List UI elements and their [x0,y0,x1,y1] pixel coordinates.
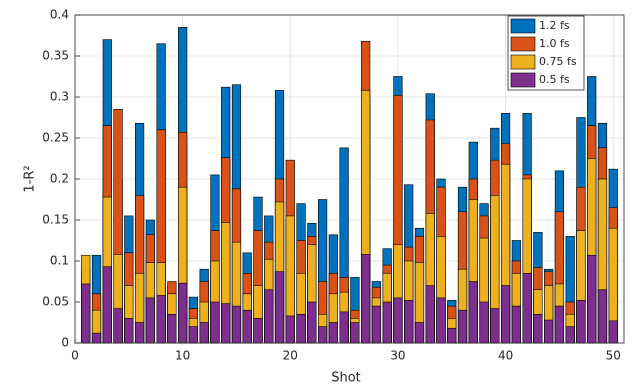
y-tick-label: 0.3 [50,90,69,104]
bar [608,320,618,344]
bar [307,301,317,344]
x-tick-label: 50 [606,349,621,363]
bar [210,301,220,344]
bar [328,322,338,344]
bar [361,254,371,344]
bar [479,301,489,344]
legend-swatch [510,72,536,88]
bar [382,301,392,344]
x-tick-label: 10 [175,349,190,363]
bar [500,285,511,344]
bar [145,297,155,344]
bar [576,300,586,344]
bar [156,295,166,344]
bar [597,289,608,344]
bar [102,266,112,344]
bar [414,322,425,344]
bar [167,313,177,344]
bar [178,282,188,344]
y-tick-label: 0.05 [42,295,69,309]
bar [81,283,91,344]
y-tick-label: 0.15 [42,213,69,227]
bar [221,303,231,344]
bar [404,300,414,344]
bar [393,297,403,344]
bar [124,318,134,344]
bar [447,327,457,344]
bar [285,315,295,344]
bar [533,313,543,344]
x-tick-label: 30 [390,349,405,363]
bar [565,326,575,344]
y-axis-label: 1-R² [23,165,38,192]
legend-label: 0.75 fs [539,55,577,68]
bar [231,305,242,344]
x-tick-label: 20 [283,349,298,363]
axes-box [74,14,625,344]
bar [296,313,306,344]
legend-swatch [510,54,536,70]
bar [188,326,199,344]
legend: 1.2 fs 1.0 fs 0.75 fs 0.5 fs [507,15,585,91]
bar [425,285,435,344]
bar [274,271,285,344]
y-tick-label: 0.25 [42,131,69,145]
bar [490,308,500,344]
bar [113,308,123,344]
bar [339,311,349,344]
bar [91,332,102,344]
bar [522,272,532,344]
bar [554,305,565,344]
bar [264,289,274,344]
y-tick-label: 0.1 [50,254,69,268]
legend-swatch [510,18,536,34]
bar [199,322,209,344]
bar [253,318,263,344]
x-tick-label: 40 [498,349,513,363]
x-tick-label: 0 [71,349,79,363]
bar [371,305,382,344]
bar [544,319,554,344]
bar [587,254,597,344]
legend-label: 0.5 fs [539,73,570,86]
bar [317,326,328,344]
y-tick-label: 0.2 [50,172,69,186]
y-tick-label: 0 [61,336,69,350]
legend-label: 1.0 fs [539,37,570,50]
bar [511,305,521,344]
x-axis-label: Shot [331,371,361,386]
bar [457,309,468,344]
legend-label: 1.2 fs [539,19,570,32]
bar [242,309,252,344]
bar [134,322,145,344]
y-tick-label: 0.4 [50,8,69,22]
y-tick-label: 0.35 [42,49,69,63]
bar [468,281,478,344]
bar [436,297,446,344]
bar [350,322,360,344]
legend-swatch [510,36,536,52]
